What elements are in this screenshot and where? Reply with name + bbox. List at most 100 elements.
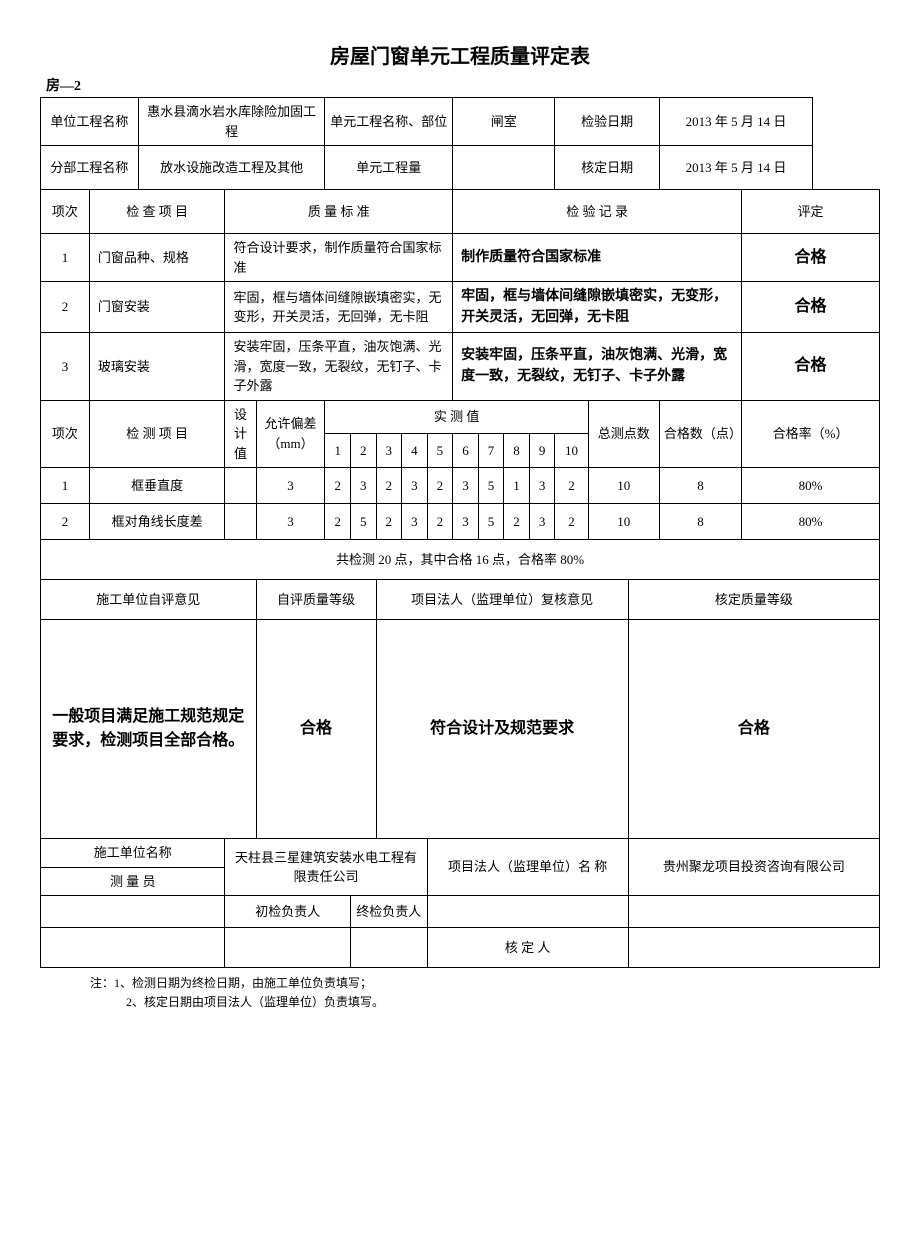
m-head: 项次 bbox=[41, 400, 90, 468]
m-col: 5 bbox=[427, 434, 453, 468]
op-val: 一般项目满足施工规范规定要求，检测项目全部合格。 bbox=[41, 620, 257, 839]
q-num: 1 bbox=[41, 234, 90, 282]
hdr-cell: 检验日期 bbox=[555, 98, 659, 146]
m-val: 5 bbox=[350, 504, 376, 540]
m-val: 5 bbox=[478, 468, 504, 504]
op-head: 自评质量等级 bbox=[256, 580, 376, 620]
q-res: 合格 bbox=[742, 234, 880, 282]
q-res: 合格 bbox=[742, 333, 880, 401]
hdr-cell: 闸室 bbox=[453, 98, 555, 146]
m-col: 7 bbox=[478, 434, 504, 468]
note-line: 注：1、检测日期为终检日期，由施工单位负责填写； bbox=[90, 974, 880, 993]
foot-cell: 项目法人（监理单位）名 称 bbox=[427, 839, 628, 896]
q-head: 项次 bbox=[41, 190, 90, 234]
foot-cell bbox=[225, 928, 351, 968]
page-title: 房屋门窗单元工程质量评定表 bbox=[40, 40, 880, 69]
q-head: 评定 bbox=[742, 190, 880, 234]
m-val: 3 bbox=[256, 468, 325, 504]
m-item: 框对角线长度差 bbox=[89, 504, 225, 540]
hdr-cell: 单元工程名称、部位 bbox=[325, 98, 453, 146]
m-val: 2 bbox=[555, 468, 588, 504]
m-head: 检 测 项 目 bbox=[89, 400, 225, 468]
m-col: 6 bbox=[453, 434, 479, 468]
m-val: 2 bbox=[504, 504, 530, 540]
note-line: 2、核定日期由项目法人（监理单位）负责填写。 bbox=[90, 993, 880, 1012]
q-item: 门窗安装 bbox=[89, 282, 225, 333]
m-val: 3 bbox=[402, 504, 428, 540]
m-num: 1 bbox=[41, 468, 90, 504]
m-val: 3 bbox=[256, 504, 325, 540]
foot-cell bbox=[628, 896, 879, 928]
m-val: 3 bbox=[529, 504, 555, 540]
q-item: 玻璃安装 bbox=[89, 333, 225, 401]
q-rec: 制作质量符合国家标准 bbox=[453, 234, 742, 282]
q-head: 检 查 项 目 bbox=[89, 190, 225, 234]
m-head: 设计值 bbox=[225, 400, 256, 468]
q-res: 合格 bbox=[742, 282, 880, 333]
q-head: 质 量 标 准 bbox=[225, 190, 453, 234]
hdr-cell: 2013 年 5 月 14 日 bbox=[659, 98, 812, 146]
m-head: 总测点数 bbox=[588, 400, 659, 468]
op-val: 合格 bbox=[256, 620, 376, 839]
m-head: 合格数（点） bbox=[659, 400, 741, 468]
q-std: 符合设计要求，制作质量符合国家标准 bbox=[225, 234, 453, 282]
q-rec: 牢固，框与墙体间缝隙嵌填密实，无变形，开关灵活，无回弹，无卡阻 bbox=[453, 282, 742, 333]
foot-cell: 终检负责人 bbox=[350, 896, 427, 928]
foot-cell: 天柱县三星建筑安装水电工程有限责任公司 bbox=[225, 839, 427, 896]
q-std: 安装牢固，压条平直，油灰饱满、光滑，宽度一致，无裂纹，无钉子、卡子外露 bbox=[225, 333, 453, 401]
m-val: 1 bbox=[504, 468, 530, 504]
q-num: 3 bbox=[41, 333, 90, 401]
foot-cell bbox=[41, 896, 225, 928]
q-std: 牢固，框与墙体间缝隙嵌填密实，无变形，开关灵活，无回弹，无卡阻 bbox=[225, 282, 453, 333]
m-val: 2 bbox=[325, 504, 351, 540]
m-num: 2 bbox=[41, 504, 90, 540]
foot-cell: 核 定 人 bbox=[427, 928, 628, 968]
hdr-cell bbox=[453, 146, 555, 190]
m-val: 3 bbox=[453, 468, 479, 504]
summary-row: 共检测 20 点，其中合格 16 点，合格率 80% bbox=[41, 540, 880, 580]
form-number: 房—2 bbox=[46, 75, 880, 95]
m-col: 3 bbox=[376, 434, 402, 468]
m-val: 2 bbox=[427, 468, 453, 504]
m-val bbox=[225, 504, 256, 540]
foot-cell bbox=[350, 928, 427, 968]
m-col: 4 bbox=[402, 434, 428, 468]
m-val: 2 bbox=[427, 504, 453, 540]
op-val: 符合设计及规范要求 bbox=[376, 620, 628, 839]
m-val: 10 bbox=[588, 468, 659, 504]
hdr-cell: 单元工程量 bbox=[325, 146, 453, 190]
op-val: 合格 bbox=[628, 620, 879, 839]
op-head: 核定质量等级 bbox=[628, 580, 879, 620]
m-val: 3 bbox=[453, 504, 479, 540]
m-val: 8 bbox=[659, 468, 741, 504]
m-col: 8 bbox=[504, 434, 530, 468]
m-val: 80% bbox=[742, 468, 880, 504]
m-val: 5 bbox=[478, 504, 504, 540]
op-head: 项目法人（监理单位）复核意见 bbox=[376, 580, 628, 620]
hdr-cell: 单位工程名称 bbox=[41, 98, 139, 146]
m-item: 框垂直度 bbox=[89, 468, 225, 504]
m-col: 2 bbox=[350, 434, 376, 468]
main-table: 单位工程名称 惠水县滴水岩水库除险加固工程 单元工程名称、部位 闸室 检验日期 … bbox=[40, 97, 880, 968]
q-head: 检 验 记 录 bbox=[453, 190, 742, 234]
m-val: 10 bbox=[588, 504, 659, 540]
hdr-cell: 惠水县滴水岩水库除险加固工程 bbox=[138, 98, 325, 146]
hdr-cell: 2013 年 5 月 14 日 bbox=[659, 146, 812, 190]
m-head: 实 测 值 bbox=[325, 400, 588, 434]
foot-cell bbox=[427, 896, 628, 928]
m-val: 2 bbox=[555, 504, 588, 540]
m-col: 1 bbox=[325, 434, 351, 468]
foot-cell: 施工单位名称 bbox=[41, 839, 225, 868]
m-val: 80% bbox=[742, 504, 880, 540]
foot-cell bbox=[628, 928, 879, 968]
m-head: 合格率（%） bbox=[742, 400, 880, 468]
q-num: 2 bbox=[41, 282, 90, 333]
m-val: 8 bbox=[659, 504, 741, 540]
foot-cell: 初检负责人 bbox=[225, 896, 351, 928]
op-head: 施工单位自评意见 bbox=[41, 580, 257, 620]
m-val: 2 bbox=[376, 504, 402, 540]
m-val: 3 bbox=[402, 468, 428, 504]
foot-cell: 贵州聚龙项目投资咨询有限公司 bbox=[628, 839, 879, 896]
m-col: 9 bbox=[529, 434, 555, 468]
foot-cell: 测 量 员 bbox=[41, 867, 225, 896]
